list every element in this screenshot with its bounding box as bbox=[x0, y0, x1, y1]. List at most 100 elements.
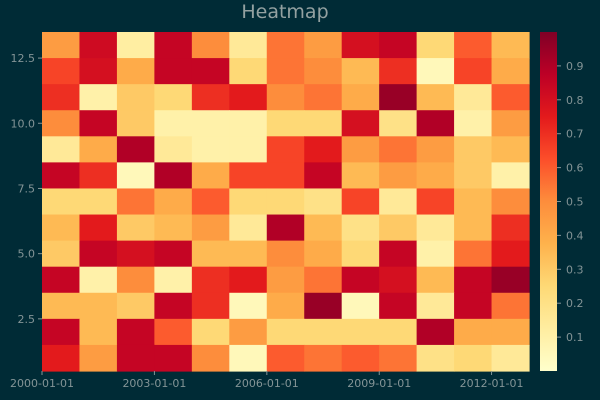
y-tick-label: 2.5 bbox=[18, 313, 36, 326]
heatmap-cell bbox=[491, 240, 530, 268]
heatmap-cell bbox=[266, 188, 305, 216]
heatmap-cell bbox=[454, 58, 493, 85]
heatmap-cell bbox=[191, 344, 230, 372]
heatmap-cell bbox=[416, 318, 455, 346]
heatmap-cell bbox=[304, 110, 343, 137]
heatmap-cell bbox=[154, 344, 193, 372]
heatmap-cell bbox=[341, 58, 380, 85]
colorbar-tick-label: 0.6 bbox=[566, 162, 584, 175]
heatmap-cell bbox=[116, 292, 155, 320]
heatmap-cell bbox=[379, 136, 418, 163]
heatmap-cell bbox=[116, 58, 155, 85]
heatmap-cell bbox=[79, 188, 118, 216]
heatmap-cell bbox=[266, 240, 305, 268]
heatmap-cells bbox=[42, 32, 530, 372]
heatmap-cell bbox=[191, 32, 230, 59]
heatmap-cell bbox=[42, 58, 81, 85]
heatmap-cell bbox=[79, 318, 118, 346]
heatmap-cell bbox=[454, 214, 493, 242]
heatmap-cell bbox=[341, 136, 380, 163]
heatmap-cell bbox=[416, 32, 455, 59]
colorbar-tick-label: 0.9 bbox=[566, 60, 584, 73]
heatmap-cell bbox=[191, 136, 230, 163]
y-tick-label: 10.0 bbox=[11, 117, 36, 130]
heatmap-cell bbox=[491, 344, 530, 372]
heatmap-cell bbox=[454, 344, 493, 372]
heatmap-cell bbox=[416, 84, 455, 111]
heatmap-cell bbox=[229, 110, 268, 137]
heatmap-cell bbox=[304, 136, 343, 163]
heatmap-cell bbox=[266, 84, 305, 111]
heatmap-cell bbox=[154, 292, 193, 320]
heatmap-cell bbox=[454, 266, 493, 294]
heatmap-cell bbox=[416, 344, 455, 372]
heatmap-cell bbox=[379, 318, 418, 346]
heatmap-cell bbox=[191, 266, 230, 294]
heatmap-cell bbox=[154, 318, 193, 346]
heatmap-cell bbox=[79, 162, 118, 190]
heatmap-cell bbox=[341, 214, 380, 242]
heatmap-cell bbox=[304, 240, 343, 268]
heatmap-cell bbox=[42, 32, 81, 59]
x-tick-label: 2003-01-01 bbox=[122, 377, 186, 390]
heatmap-cell bbox=[116, 214, 155, 242]
heatmap-cell bbox=[341, 162, 380, 190]
heatmap-cell bbox=[116, 188, 155, 216]
heatmap-cell bbox=[154, 214, 193, 242]
heatmap-cell bbox=[491, 162, 530, 190]
heatmap-cell bbox=[79, 58, 118, 85]
heatmap-cell bbox=[266, 136, 305, 163]
heatmap-cell bbox=[491, 318, 530, 346]
heatmap-cell bbox=[416, 188, 455, 216]
heatmap-cell bbox=[379, 162, 418, 190]
heatmap-cell bbox=[379, 266, 418, 294]
heatmap-cell bbox=[304, 188, 343, 216]
heatmap-cell bbox=[379, 58, 418, 85]
x-tick-label: 2009-01-01 bbox=[347, 377, 411, 390]
heatmap-cell bbox=[154, 84, 193, 111]
heatmap-cell bbox=[266, 32, 305, 59]
heatmap-cell bbox=[42, 84, 81, 111]
heatmap-cell bbox=[454, 292, 493, 320]
heatmap-cell bbox=[379, 84, 418, 111]
heatmap-cell bbox=[154, 32, 193, 59]
heatmap-cell bbox=[454, 318, 493, 346]
heatmap-cell bbox=[229, 162, 268, 190]
heatmap-cell bbox=[341, 84, 380, 111]
heatmap-cell bbox=[79, 110, 118, 137]
colorbar-tick-label: 0.8 bbox=[566, 94, 584, 107]
heatmap-cell bbox=[79, 266, 118, 294]
heatmap-cell bbox=[191, 162, 230, 190]
colorbar-tick-label: 0.5 bbox=[566, 196, 584, 209]
y-tick-label: 5.0 bbox=[18, 248, 36, 261]
heatmap-cell bbox=[79, 214, 118, 242]
heatmap-cell bbox=[116, 84, 155, 111]
heatmap-cell bbox=[79, 344, 118, 372]
heatmap-cell bbox=[229, 318, 268, 346]
x-axis: 2000-01-01 2003-01-01 2006-01-01 2009-01-01… bbox=[10, 371, 524, 390]
heatmap-cell bbox=[379, 240, 418, 268]
heatmap-cell bbox=[416, 240, 455, 268]
heatmap-cell bbox=[116, 318, 155, 346]
heatmap-cell bbox=[191, 110, 230, 137]
colorbar-tick-label: 0.3 bbox=[566, 263, 584, 276]
heatmap-cell bbox=[341, 318, 380, 346]
heatmap-cell bbox=[229, 214, 268, 242]
x-tick-label: 2006-01-01 bbox=[235, 377, 299, 390]
heatmap-cell bbox=[79, 292, 118, 320]
heatmap-cell bbox=[229, 84, 268, 111]
heatmap-cell bbox=[42, 188, 81, 216]
heatmap-cell bbox=[491, 136, 530, 163]
heatmap-cell bbox=[304, 58, 343, 85]
heatmap-cell bbox=[304, 32, 343, 59]
heatmap-cell bbox=[79, 136, 118, 163]
heatmap-cell bbox=[379, 188, 418, 216]
heatmap-cell bbox=[191, 214, 230, 242]
heatmap-cell bbox=[116, 162, 155, 190]
heatmap-cell bbox=[454, 188, 493, 216]
colorbar-scale bbox=[540, 32, 557, 371]
heatmap-cell bbox=[379, 344, 418, 372]
heatmap-cell bbox=[379, 110, 418, 137]
heatmap-cell bbox=[266, 292, 305, 320]
heatmap-cell bbox=[266, 162, 305, 190]
